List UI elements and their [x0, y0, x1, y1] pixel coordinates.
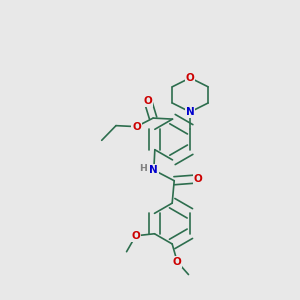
- Text: O: O: [144, 96, 152, 106]
- Text: O: O: [194, 174, 203, 184]
- Text: O: O: [173, 257, 182, 267]
- Text: N: N: [149, 165, 158, 175]
- Text: O: O: [131, 231, 140, 241]
- Text: N: N: [186, 107, 194, 117]
- Text: O: O: [132, 122, 141, 132]
- Text: O: O: [186, 73, 194, 83]
- Text: H: H: [139, 164, 146, 173]
